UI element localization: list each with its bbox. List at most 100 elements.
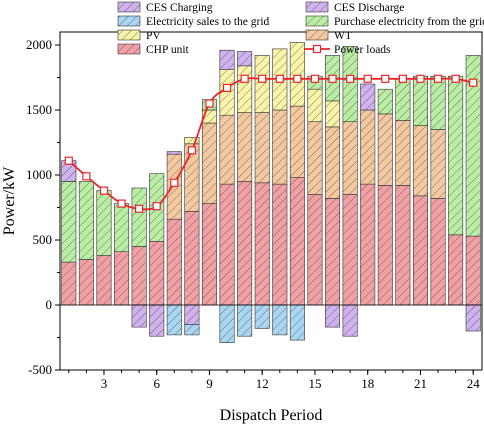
bar-wt-13 (272, 109, 288, 185)
power-loads-marker-19 (381, 74, 390, 83)
x-tick-label-18: 18 (361, 376, 374, 391)
legend-item-wt: WT (305, 29, 352, 42)
bar-chp-24 (465, 235, 481, 306)
bar-grid_buy-17 (342, 45, 358, 123)
y-tick-label-1000: 1000 (26, 167, 52, 182)
bar-grid_buy-20 (395, 78, 411, 121)
bar-wt-19 (377, 113, 393, 186)
bar-grid_sell-11 (237, 304, 253, 337)
plot-frame (59, 31, 483, 371)
bar-chp-19 (377, 185, 393, 306)
bar-chp-1 (61, 261, 77, 306)
bar-chp-23 (448, 234, 464, 306)
bar-chp-5 (131, 246, 147, 306)
legend-marker-loads (312, 44, 322, 54)
x-tick-label-6: 6 (153, 376, 160, 391)
legend-label-loads: Power loads (334, 44, 391, 56)
bar-ces_chg-16 (325, 304, 341, 328)
power-loads-marker-3 (99, 186, 109, 195)
legend-label-wt: WT (334, 30, 352, 42)
bar-chp-18 (360, 183, 376, 306)
bar-chp-8 (184, 211, 200, 306)
power-loads-marker-5 (135, 204, 144, 213)
bar-chp-13 (272, 183, 288, 306)
power-loads-marker-2 (82, 172, 91, 181)
bar-ces_dis-18 (360, 83, 376, 111)
bar-ces_chg-17 (342, 304, 358, 337)
bar-chp-4 (114, 251, 130, 306)
bar-grid_sell-14 (289, 304, 305, 341)
bar-pv-11 (237, 65, 253, 113)
bar-wt-16 (325, 126, 341, 199)
bar-wt-21 (412, 125, 428, 197)
bar-chp-14 (289, 177, 305, 306)
legend-item-grid_buy: Purchase electricity from the grid (305, 15, 484, 28)
x-tick-label-9: 9 (206, 376, 213, 391)
bar-grid_sell-10 (219, 304, 235, 344)
power-loads-marker-13 (275, 74, 284, 83)
bar-wt-15 (307, 121, 323, 195)
legend-item-pv: PV (117, 29, 161, 42)
bar-grid_buy-3 (96, 190, 112, 256)
power-loads-marker-10 (222, 83, 232, 93)
power-loads-line (68, 77, 474, 211)
bar-wt-18 (360, 109, 376, 185)
power-loads-marker-11 (240, 74, 249, 83)
bar-grid_buy-5 (131, 187, 147, 247)
bar-grid_sell-12 (254, 304, 270, 329)
power-loads-marker-20 (398, 74, 407, 83)
legend-swatch-grid_buy (305, 15, 329, 27)
y-tick-label-500: 500 (33, 232, 53, 247)
bar-chp-20 (395, 185, 411, 306)
bar-ces_chg-24 (465, 304, 481, 332)
legend-label-chp: CHP unit (146, 44, 190, 56)
axes: -500 0 500 1000 1500 2000 3 6 9 12 15 18 21 24 (26, 37, 480, 391)
x-tick-label-12: 12 (256, 376, 269, 391)
bar-ces_dis-11 (237, 51, 253, 67)
x-tick-label-15: 15 (308, 376, 321, 391)
bar-ces_dis-7 (166, 151, 182, 155)
bar-pv-16 (325, 100, 341, 128)
legend-swatch-ces_dis (305, 1, 329, 13)
bar-chp-2 (78, 259, 94, 306)
power-loads-marker-1 (64, 156, 73, 165)
bar-chp-22 (430, 198, 446, 306)
x-axis-title: Dispatch Period (220, 407, 323, 424)
y-tick-label-2000: 2000 (26, 37, 52, 52)
y-axis-title: Power/kW (1, 166, 18, 235)
bar-wt-22 (430, 129, 446, 199)
bar-grid_buy-1 (61, 181, 77, 263)
legend-swatch-pv (117, 29, 141, 41)
bar-layer (60, 42, 482, 344)
power-loads-marker-23 (451, 74, 460, 83)
power-loads-marker-14 (293, 74, 302, 83)
bar-ces_chg-5 (131, 304, 147, 328)
power-loads-marker-7 (170, 178, 179, 187)
power-loads-marker-24 (469, 78, 478, 87)
power-loads-marker-18 (363, 74, 372, 83)
y-tick-label-0: 0 (46, 297, 53, 312)
bar-grid_sell-7 (166, 304, 182, 336)
bar-wt-11 (237, 112, 253, 182)
legend-label-grid_sell: Electricity sales to the grid (146, 16, 270, 28)
power-loads-marker-12 (258, 74, 267, 83)
y-tick-label-1500: 1500 (26, 102, 52, 117)
power-loads-marker-4 (117, 199, 126, 208)
legend-item-chp: CHP unit (117, 43, 190, 56)
bar-chp-17 (342, 194, 358, 306)
bar-grid_sell-13 (272, 304, 288, 336)
line-layer (64, 74, 478, 213)
legend-label-ces_dis: CES Discharge (334, 2, 404, 14)
legend-swatch-ces_chg (117, 1, 141, 13)
power-loads-marker-21 (416, 74, 425, 83)
legend: CES Charging CES Discharge Electricity sal… (117, 1, 484, 56)
bar-grid_buy-23 (448, 75, 464, 236)
bar-pv-15 (307, 88, 323, 122)
bar-ces_dis-10 (219, 49, 235, 71)
bar-wt-9 (201, 122, 217, 204)
x-tick-label-24: 24 (467, 376, 481, 391)
power-loads-marker-17 (346, 74, 355, 83)
bar-wt-14 (289, 105, 305, 178)
bar-pv-8 (184, 137, 200, 145)
power-loads-marker-9 (205, 99, 214, 108)
